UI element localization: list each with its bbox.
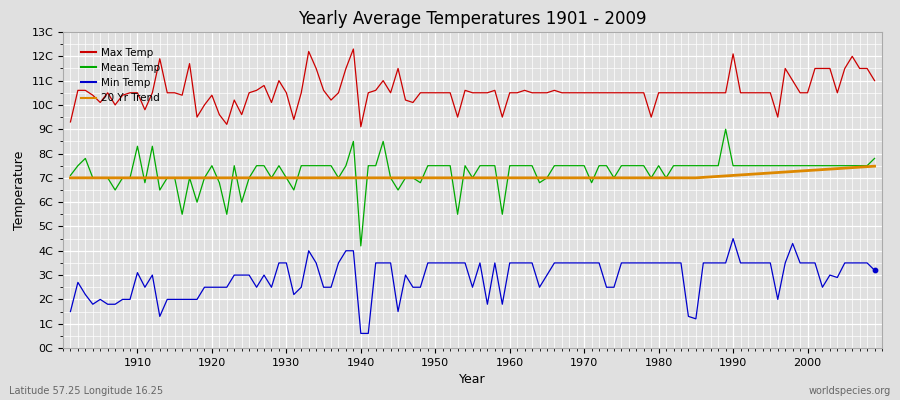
Y-axis label: Temperature: Temperature <box>13 150 26 230</box>
Text: Latitude 57.25 Longitude 16.25: Latitude 57.25 Longitude 16.25 <box>9 386 163 396</box>
X-axis label: Year: Year <box>459 373 486 386</box>
Text: worldspecies.org: worldspecies.org <box>809 386 891 396</box>
Legend: Max Temp, Mean Temp, Min Temp, 20 Yr Trend: Max Temp, Mean Temp, Min Temp, 20 Yr Tre… <box>76 44 165 108</box>
Point <box>868 267 882 274</box>
Title: Yearly Average Temperatures 1901 - 2009: Yearly Average Temperatures 1901 - 2009 <box>298 10 647 28</box>
